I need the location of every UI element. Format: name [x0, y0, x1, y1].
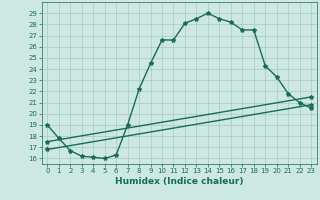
X-axis label: Humidex (Indice chaleur): Humidex (Indice chaleur) — [115, 177, 244, 186]
